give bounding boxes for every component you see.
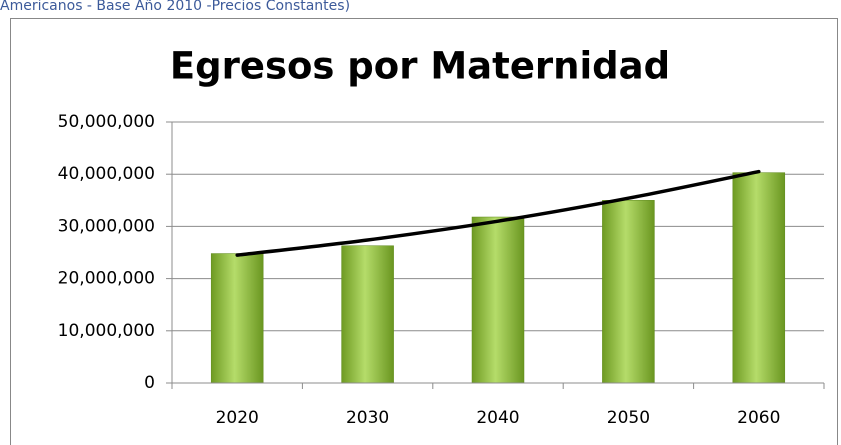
- y-tick-label: 10,000,000: [58, 321, 155, 341]
- bar: [732, 172, 786, 384]
- y-tick-label: 40,000,000: [58, 164, 155, 184]
- y-tick-label: 30,000,000: [58, 216, 155, 236]
- x-tick-label: 2060: [737, 408, 780, 428]
- y-tick-label: 20,000,000: [58, 269, 155, 289]
- header-text: Americanos - Base Año 2010 -Precios Cons…: [0, 0, 350, 14]
- trendline: [235, 169, 761, 257]
- chart-title: Egresos por Maternidad: [170, 45, 670, 88]
- bar: [471, 216, 525, 384]
- y-tick-label: 50,000,000: [58, 112, 155, 132]
- x-tick-label: 2040: [476, 408, 519, 428]
- x-tick-label: 2050: [607, 408, 650, 428]
- bar: [210, 253, 264, 384]
- bar: [341, 245, 394, 384]
- x-tick-label: 2020: [216, 408, 259, 428]
- bar: [602, 200, 655, 384]
- y-tick-label: 0: [144, 373, 155, 393]
- x-tick-label: 2030: [346, 408, 389, 428]
